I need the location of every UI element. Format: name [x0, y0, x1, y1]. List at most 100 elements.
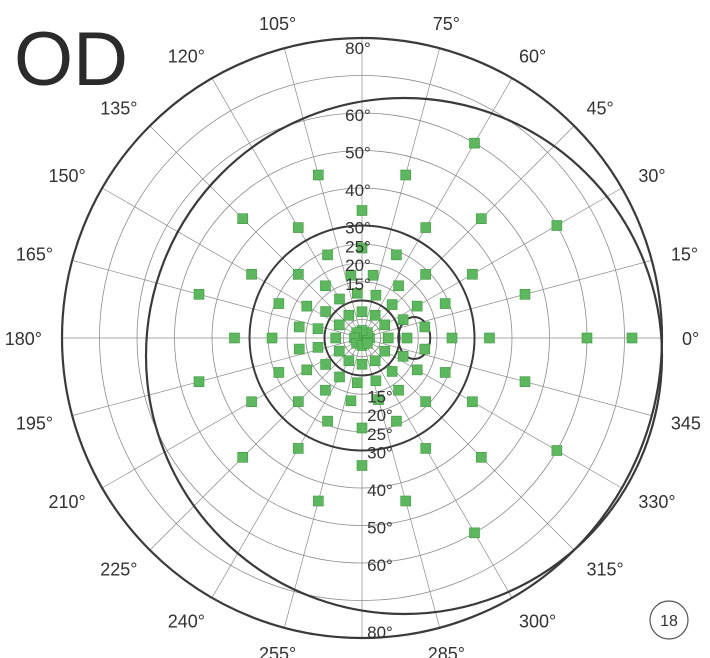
angle-label: 330° [638, 492, 675, 512]
test-point [293, 269, 304, 280]
test-point [626, 332, 638, 344]
test-point [411, 300, 423, 312]
test-point [334, 293, 345, 305]
test-point [467, 396, 478, 408]
test-point [333, 345, 345, 357]
test-point [439, 367, 451, 378]
test-point [519, 376, 531, 387]
angle-label: 210° [48, 492, 85, 512]
test-point [369, 355, 381, 367]
axis-labels: 0° 15° 30° 45° 60° 75° 105° 120° 135° 150° 165° 180… [5, 14, 701, 658]
test-point [386, 299, 398, 310]
test-point [356, 205, 368, 216]
ring-70 [99, 75, 625, 601]
test-point [343, 355, 355, 367]
radial-label-top: 30° [345, 219, 371, 238]
test-point [351, 377, 363, 389]
test-point [551, 445, 563, 456]
test-point [292, 222, 304, 233]
test-point [419, 321, 431, 333]
polar-grid [60, 36, 664, 640]
angle-label: 240° [168, 611, 205, 631]
test-point [293, 321, 305, 333]
angle-label: 15° [671, 245, 698, 265]
test-point [581, 332, 593, 344]
test-point [313, 169, 324, 181]
test-point [519, 289, 531, 300]
angle-label: 150° [48, 166, 85, 186]
test-point [439, 298, 451, 309]
test-point [370, 289, 382, 301]
radial-label-bottom: 40° [367, 481, 393, 500]
test-point [370, 375, 382, 387]
test-point [419, 343, 431, 355]
ring-20 [286, 262, 438, 414]
test-point [334, 371, 345, 383]
test-point [356, 306, 368, 318]
angle-label: 0° [682, 329, 699, 349]
angle-label: 225° [100, 560, 137, 580]
angle-label: 195° [16, 413, 53, 433]
angle-label: 255° [259, 644, 296, 658]
test-point [237, 213, 248, 224]
radial-label-top: 60° [345, 106, 371, 125]
test-point [356, 242, 368, 254]
test-point [484, 332, 495, 344]
angle-label: 30° [638, 166, 665, 186]
angle-label: 300° [519, 611, 556, 631]
eye-label: OD [14, 17, 128, 102]
test-point [393, 384, 404, 396]
radial-label-top: 25° [345, 237, 371, 256]
radial-label-bottom: 50° [367, 519, 393, 538]
test-point [356, 422, 368, 434]
angle-label: 45° [587, 98, 614, 118]
test-point [420, 396, 431, 407]
ring-50 [174, 150, 550, 526]
test-point [320, 280, 331, 292]
test-point [379, 319, 391, 331]
ring-40 [211, 187, 513, 489]
test-point [411, 364, 423, 376]
angle-label: 180° [5, 329, 42, 349]
radial-label-bottom: 15° [367, 387, 393, 406]
test-point [382, 332, 394, 344]
test-point [356, 358, 368, 370]
test-point [229, 332, 240, 344]
test-point [345, 269, 357, 281]
radial-label-bottom: 30° [367, 444, 393, 463]
test-point [312, 323, 324, 334]
test-point [391, 415, 402, 427]
ring-5 [342, 318, 382, 358]
angle-label: 345 [671, 413, 701, 433]
test-point [266, 332, 278, 344]
test-point [273, 298, 285, 309]
test-point [469, 137, 480, 149]
test-point [246, 268, 257, 280]
test-point [320, 359, 331, 370]
field-boundary [144, 96, 664, 616]
test-number: 18 [660, 613, 678, 630]
test-point [373, 394, 384, 405]
test-point [420, 222, 432, 233]
radial-label-bottom: 25° [367, 425, 393, 444]
test-point [312, 342, 324, 353]
radial-label-top: 50° [345, 144, 371, 163]
test-point [322, 249, 333, 261]
test-point [301, 364, 313, 376]
radial-label-bottom: 60° [367, 556, 393, 575]
test-point [393, 280, 404, 292]
test-point [420, 269, 431, 280]
test-point [293, 396, 304, 407]
blind-spot [397, 316, 432, 360]
ring-10 [323, 299, 401, 377]
test-point [400, 169, 411, 181]
test-point [386, 366, 398, 377]
test-point [320, 384, 331, 396]
test-point [343, 309, 355, 321]
test-point [301, 300, 313, 312]
angle-label: 105° [259, 14, 296, 34]
test-point [362, 338, 373, 349]
test-point [273, 367, 285, 378]
test-point [320, 306, 331, 317]
